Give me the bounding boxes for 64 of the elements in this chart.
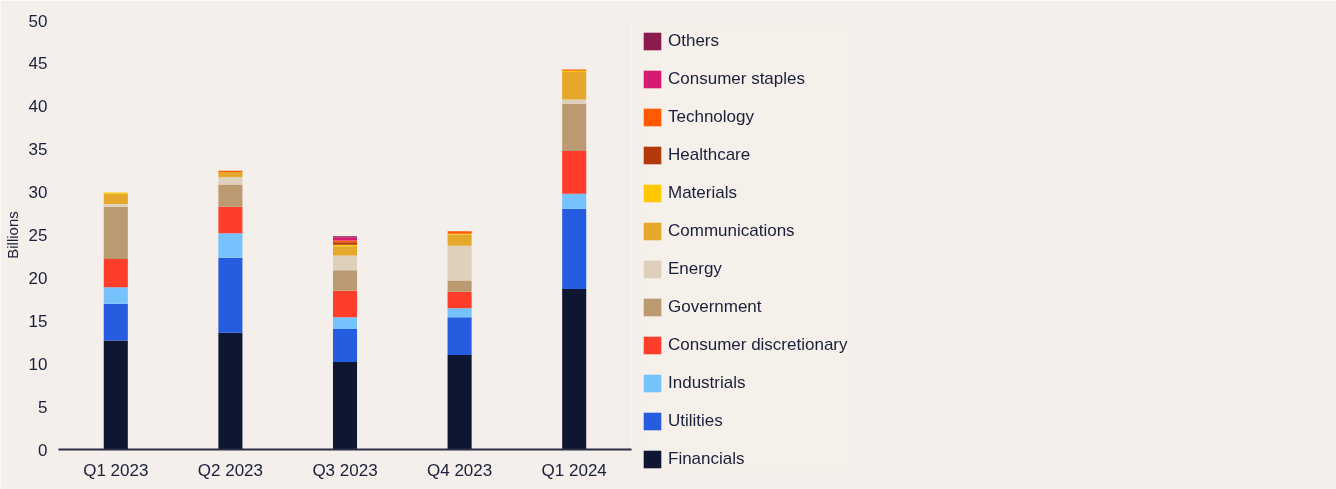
bar	[103, 259, 128, 288]
y-tick-label: 50	[28, 11, 48, 31]
bar	[562, 99, 587, 104]
x-tick-label: Q1 2023	[83, 460, 149, 480]
bar	[332, 246, 358, 256]
bar	[332, 290, 358, 318]
y-tick-label: 25	[28, 226, 48, 245]
bar	[103, 206, 128, 260]
legend-label: Technology	[668, 107, 755, 127]
bar	[562, 71, 587, 100]
legend-label: Consumer discretionary	[668, 335, 848, 355]
bar	[332, 361, 358, 450]
bar	[447, 245, 472, 281]
bar	[562, 208, 587, 290]
legend-label: Energy	[668, 259, 722, 279]
legend-label: Healthcare	[668, 145, 751, 165]
legend-label: Consumer staples	[668, 69, 806, 89]
bar	[332, 270, 358, 291]
y-axis-title: Billions	[3, 211, 21, 259]
x-tick-label: Q1 2024	[541, 460, 607, 480]
bar	[103, 193, 128, 205]
bar	[447, 234, 472, 246]
bar	[332, 317, 358, 329]
y-tick-label: 10	[28, 354, 48, 374]
legend-label: Financials	[668, 449, 745, 469]
bar	[218, 171, 243, 178]
bar	[447, 355, 472, 450]
bar	[447, 291, 472, 309]
bar	[447, 280, 472, 292]
y-tick-label: 5	[38, 397, 48, 417]
bar	[218, 184, 243, 207]
bar	[447, 308, 472, 318]
x-tick-label: Q2 2023	[197, 460, 264, 480]
y-tick-label: 40	[28, 97, 48, 117]
y-tick-label: 20	[28, 268, 48, 288]
y-tick-label: 15	[28, 311, 48, 331]
y-tick-label: 30	[28, 183, 48, 203]
legend-label: Utilities	[668, 411, 723, 431]
bar	[103, 287, 128, 304]
y-tick-label: 35	[28, 140, 48, 160]
legend-label: Communications	[668, 221, 795, 241]
bar	[218, 177, 243, 185]
y-tick-label: 45	[28, 54, 48, 74]
legend-label: Government	[668, 297, 762, 317]
bar	[562, 150, 587, 194]
legend-label: Industrials	[668, 373, 746, 393]
bar	[218, 233, 243, 258]
x-tick-label: Q3 2023	[312, 460, 378, 480]
bar	[103, 204, 128, 207]
bar	[218, 206, 243, 234]
bar	[218, 257, 243, 333]
legend-label: Others	[668, 31, 720, 51]
bar	[447, 317, 472, 356]
bar	[332, 255, 358, 271]
bar	[218, 332, 243, 450]
legend-label: Materials	[668, 183, 737, 203]
bar	[562, 193, 587, 209]
bar	[103, 340, 128, 450]
y-tick-label: 0	[38, 440, 48, 460]
bar	[562, 103, 587, 151]
x-tick-label: Q4 2023	[426, 460, 493, 480]
bar	[332, 328, 358, 362]
bar	[103, 303, 128, 341]
bar	[562, 289, 587, 450]
